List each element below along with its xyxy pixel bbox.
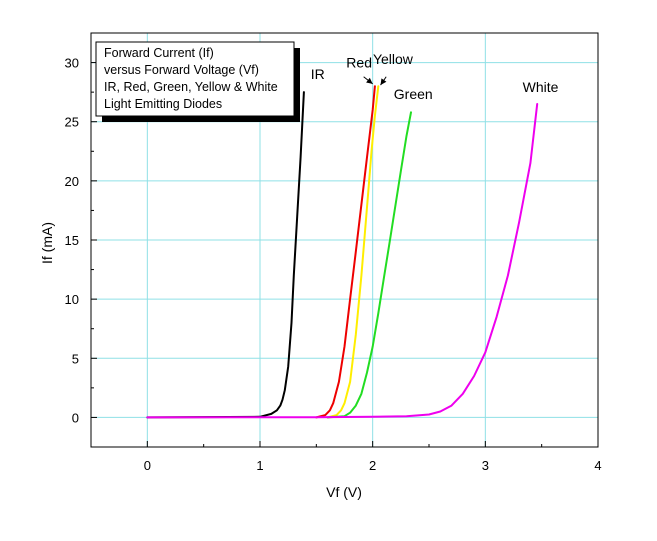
series-layer	[146, 85, 539, 419]
series-label-yellow: Yellow	[373, 51, 414, 67]
legend-line-1: Forward Current (If)	[104, 46, 214, 60]
series-labels: IR Red Yellow Green White	[311, 51, 559, 102]
x-tick-label: 1	[256, 458, 263, 473]
series-line-ir	[146, 91, 305, 419]
x-tick-label: 0	[144, 458, 151, 473]
y-axis-label: If (mA)	[39, 222, 55, 264]
y-tick-label: 25	[65, 115, 79, 130]
legend-box: Forward Current (If) versus Forward Volt…	[95, 41, 300, 122]
x-axis-label: Vf (V)	[326, 484, 362, 500]
y-tick-label: 30	[65, 56, 79, 71]
series-line-green	[326, 111, 412, 419]
series-line-yellow	[326, 85, 380, 419]
series-line-red	[315, 85, 376, 419]
red-label-arrow-head	[366, 77, 373, 84]
x-tick-label: 4	[594, 458, 601, 473]
yellow-label-arrow	[380, 76, 387, 86]
legend-line-3: IR, Red, Green, Yellow & White	[104, 80, 278, 94]
legend-line-2: versus Forward Voltage (Vf)	[104, 63, 259, 77]
x-tick-label: 3	[482, 458, 489, 473]
yellow-label-arrow-head	[380, 78, 387, 86]
x-tick-label: 2	[369, 458, 376, 473]
red-label-arrow	[363, 76, 373, 85]
y-tick-label: 15	[65, 233, 79, 248]
y-tick-label: 20	[65, 174, 79, 189]
legend-line-4: Light Emitting Diodes	[104, 97, 222, 111]
y-tick-label: 10	[65, 292, 79, 307]
series-label-ir: IR	[311, 66, 325, 82]
legend-panel	[95, 41, 295, 117]
y-tick-label: 0	[72, 410, 79, 425]
series-label-white: White	[523, 79, 559, 95]
series-label-green: Green	[394, 86, 433, 102]
series-label-red: Red	[346, 54, 372, 70]
series-line-white	[146, 103, 539, 419]
ticks: 0 1 2 3 4 0 5 10 15 20 25 30	[65, 32, 602, 473]
y-tick-label: 5	[72, 351, 79, 366]
